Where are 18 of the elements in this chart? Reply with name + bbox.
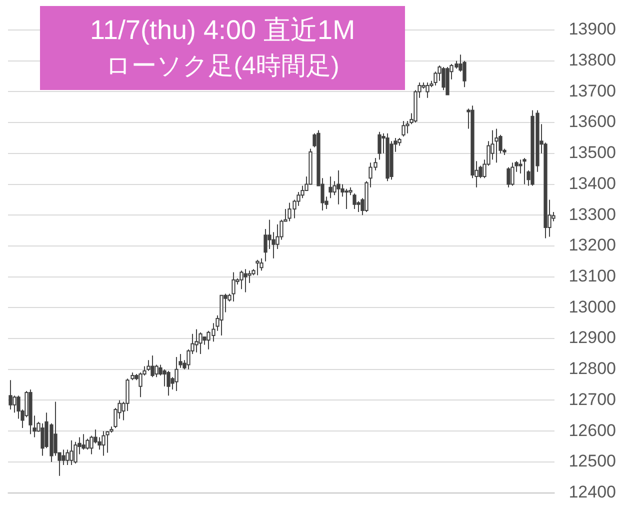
y-tick-label: 13600 <box>568 112 616 132</box>
title-banner: 11/7(thu) 4:00 直近1M ローソク足(4時間足) <box>40 6 405 90</box>
y-tick-label: 12500 <box>568 452 616 471</box>
y-tick-label: 13500 <box>568 143 616 162</box>
y-tick-label: 12700 <box>568 390 616 409</box>
y-tick-label: 12400 <box>568 482 616 502</box>
y-tick-label: 13900 <box>568 20 616 39</box>
y-tick-label: 12600 <box>568 420 616 440</box>
y-tick-label: 13400 <box>568 174 616 193</box>
y-tick-label: 13200 <box>568 236 616 255</box>
y-tick-label: 13800 <box>568 50 616 70</box>
chart-title: 11/7(thu) 4:00 直近1M <box>88 14 356 47</box>
y-tick-label: 12900 <box>568 328 616 348</box>
y-tick-label: 13300 <box>568 204 616 224</box>
y-tick-label: 13700 <box>568 81 616 100</box>
y-tick-label: 13000 <box>568 297 616 316</box>
y-tick-label: 12800 <box>568 359 616 378</box>
y-tick-label: 13100 <box>568 266 616 286</box>
